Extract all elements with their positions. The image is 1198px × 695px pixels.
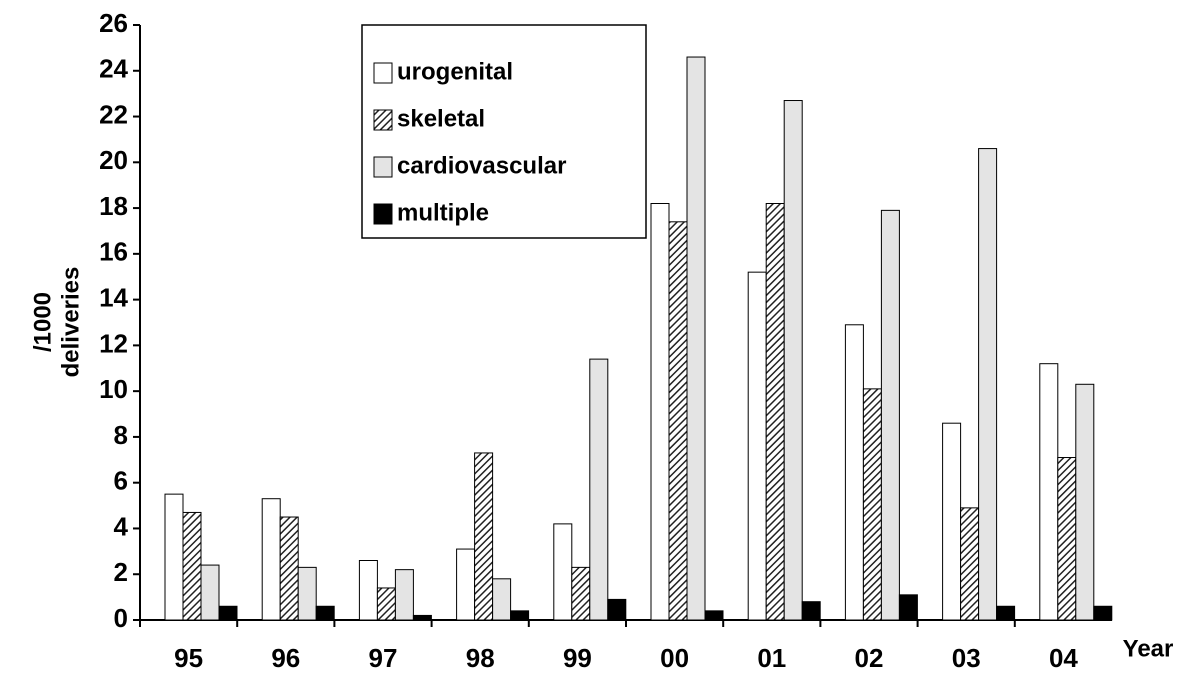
legend-label: urogenital xyxy=(397,58,513,85)
y-tick-label: 18 xyxy=(99,191,128,221)
bar xyxy=(650,203,670,621)
legend-swatch xyxy=(373,62,393,84)
bar xyxy=(960,507,980,621)
bar xyxy=(315,605,335,621)
bar xyxy=(862,388,882,621)
bar xyxy=(1039,363,1059,621)
bar xyxy=(297,566,317,621)
x-tick-label: 02 xyxy=(855,643,884,673)
x-tick-label: 97 xyxy=(369,643,398,673)
y-tick-label: 26 xyxy=(99,8,128,38)
bar xyxy=(492,578,512,621)
y-tick-label: 2 xyxy=(114,557,128,587)
bar xyxy=(978,148,998,621)
bar xyxy=(474,452,494,621)
bar xyxy=(553,523,573,621)
x-tick-label: 96 xyxy=(271,643,300,673)
y-tick-label: 14 xyxy=(99,282,128,312)
x-tick-label: 99 xyxy=(563,643,592,673)
y-axis-label: /1000 deliveries xyxy=(29,267,84,378)
x-tick-label: 03 xyxy=(952,643,981,673)
legend-label: skeletal xyxy=(397,105,485,132)
x-tick-label: 04 xyxy=(1049,643,1078,673)
bar xyxy=(765,203,785,621)
bar xyxy=(783,100,803,621)
legend-swatch xyxy=(373,156,393,178)
bar xyxy=(456,548,476,621)
bar xyxy=(589,358,609,621)
x-axis-label: Year xyxy=(1123,635,1174,662)
y-tick-label: 8 xyxy=(114,420,128,450)
y-label-line: deliveries xyxy=(57,267,84,378)
legend-swatch xyxy=(373,109,393,131)
bar xyxy=(261,498,281,621)
bar xyxy=(607,598,627,621)
bar xyxy=(668,221,688,621)
bar xyxy=(747,271,767,621)
bar xyxy=(801,601,821,621)
y-tick-label: 22 xyxy=(99,99,128,129)
x-tick-label: 00 xyxy=(660,643,689,673)
bar xyxy=(218,605,238,621)
legend-box xyxy=(361,24,647,239)
y-tick-label: 10 xyxy=(99,374,128,404)
bar xyxy=(1075,383,1095,621)
bar xyxy=(358,560,378,621)
y-tick-label: 4 xyxy=(114,511,129,541)
legend-swatch xyxy=(373,203,393,225)
y-tick-label: 24 xyxy=(99,54,128,84)
bar xyxy=(1093,605,1113,621)
bar xyxy=(844,324,864,621)
y-tick-label: 20 xyxy=(99,145,128,175)
legend-label: multiple xyxy=(397,199,489,226)
bar xyxy=(571,566,591,621)
bar xyxy=(686,56,706,621)
x-tick-label: 01 xyxy=(757,643,786,673)
bar xyxy=(200,564,220,621)
legend-label: cardiovascular xyxy=(397,152,566,179)
bar xyxy=(510,610,530,621)
y-tick-label: 0 xyxy=(114,603,128,633)
bar xyxy=(704,610,724,621)
y-label-line: /1000 xyxy=(29,292,56,352)
bar xyxy=(1057,457,1077,621)
bar xyxy=(880,209,900,621)
bar xyxy=(996,605,1016,621)
x-tick-label: 98 xyxy=(466,643,495,673)
bar xyxy=(942,422,962,621)
bar xyxy=(279,516,299,621)
bar xyxy=(376,587,396,621)
bar xyxy=(412,614,432,621)
bar xyxy=(898,594,918,621)
x-tick-label: 95 xyxy=(174,643,203,673)
bar xyxy=(182,511,202,621)
bar xyxy=(394,569,414,621)
y-tick-label: 6 xyxy=(114,466,128,496)
bar xyxy=(164,493,184,621)
y-tick-label: 16 xyxy=(99,237,128,267)
y-tick-label: 12 xyxy=(99,328,128,358)
